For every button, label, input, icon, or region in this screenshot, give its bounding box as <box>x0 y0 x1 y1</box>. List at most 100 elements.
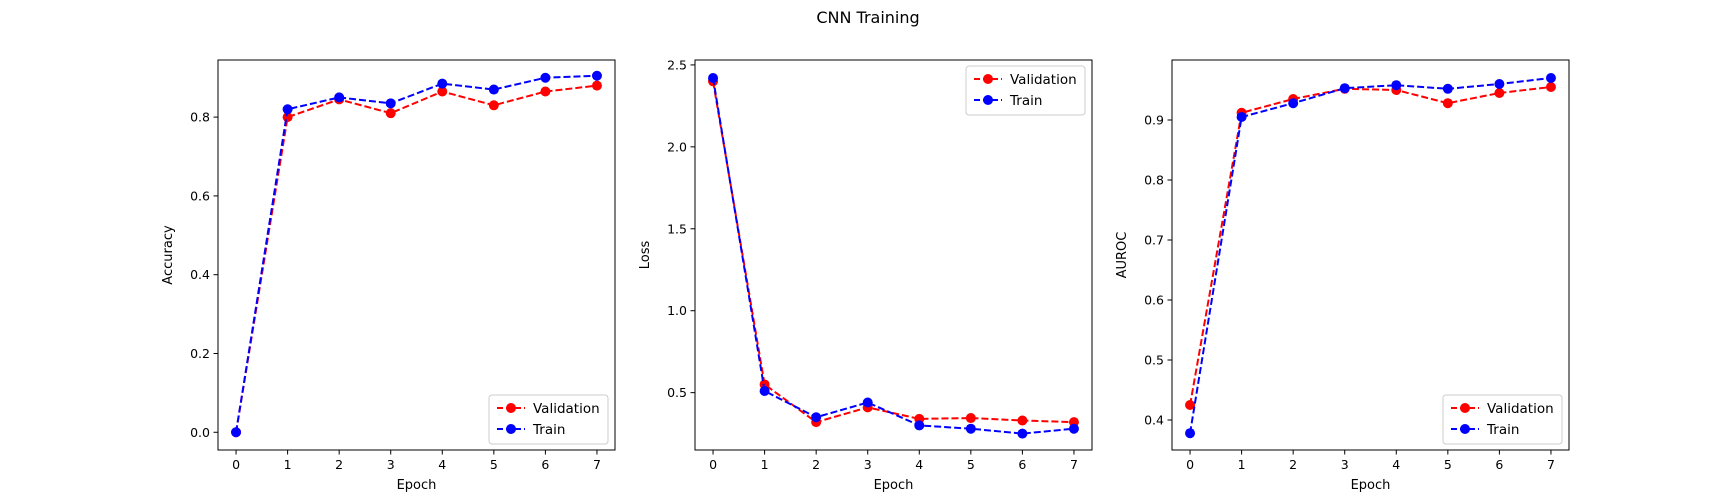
data-point-train <box>334 92 345 103</box>
x-tick-label: 4 <box>1392 457 1400 472</box>
data-point-train <box>1288 98 1299 109</box>
legend: Validation Train <box>965 65 1086 116</box>
data-point-validation <box>385 108 396 119</box>
series-line-validation <box>1189 86 1552 406</box>
legend: Validation Train <box>488 394 609 445</box>
data-point-train <box>282 104 293 115</box>
legend-label-validation: Validation <box>1010 72 1077 88</box>
y-tick-label: 0.8 <box>1144 173 1164 188</box>
data-point-train <box>540 72 551 83</box>
x-tick-label: 7 <box>1070 457 1078 472</box>
data-point-train <box>591 70 602 81</box>
data-point-validation <box>1494 88 1505 98</box>
y-tick-label: 0.9 <box>1144 113 1164 128</box>
y-axis-label: Accuracy <box>161 225 176 285</box>
legend-label-validation: Validation <box>1487 401 1554 417</box>
x-axis-label: Epoch <box>874 478 914 493</box>
x-tick-label: 2 <box>335 457 343 472</box>
series-line-train <box>235 74 597 433</box>
y-tick-label: 0.4 <box>190 267 210 282</box>
y-tick-label: 1.0 <box>667 303 687 318</box>
y-tick-label: 2.5 <box>667 57 687 72</box>
legend-marker-train <box>506 424 516 434</box>
legend: Validation Train <box>1442 394 1563 445</box>
axes-frame <box>694 59 1093 451</box>
y-tick-label: 0.0 <box>190 425 210 440</box>
x-tick-label: 6 <box>1495 457 1503 472</box>
legend-label-train: Train <box>1009 93 1042 109</box>
data-point-train <box>1236 112 1247 122</box>
y-axis-label: Loss <box>638 241 653 270</box>
x-tick-label: 5 <box>967 457 975 472</box>
data-point-train <box>965 423 976 434</box>
data-point-validation <box>965 413 976 424</box>
data-point-train <box>1442 83 1453 94</box>
data-point-train <box>914 420 925 431</box>
data-point-train <box>811 412 822 423</box>
data-point-train <box>437 78 448 89</box>
axes-frame <box>217 59 616 451</box>
data-point-train <box>231 427 242 438</box>
data-point-validation <box>437 86 448 97</box>
x-tick-label: 4 <box>438 457 446 472</box>
data-point-train <box>862 397 873 408</box>
legend-label-validation: Validation <box>533 401 600 417</box>
subplot-1: 0 1 2 3 4 5 6 7 0.0 0.2 0.4 0.6 0.8 Epoch Accuracy Vali… <box>161 59 616 493</box>
y-axis-label: AUROC <box>1115 232 1130 279</box>
data-point-train <box>1017 428 1028 439</box>
x-tick-label: 1 <box>761 457 769 472</box>
series-line-validation <box>712 81 1074 424</box>
legend-label-train: Train <box>532 422 565 438</box>
figure-title: CNN Training <box>816 8 919 27</box>
data-point-validation <box>1442 98 1453 109</box>
data-point-train <box>1068 423 1079 434</box>
x-tick-label: 2 <box>812 457 820 472</box>
data-point-train <box>1339 83 1350 94</box>
subplot-3: 0 1 2 3 4 5 6 7 0.4 0.5 0.6 0.7 0.8 0.9 Epoch AUROC Vali… <box>1115 59 1570 493</box>
data-point-train <box>1545 73 1556 83</box>
x-tick-label: 7 <box>593 457 601 472</box>
axes-frame <box>1171 59 1570 451</box>
x-tick-label: 0 <box>232 457 240 472</box>
data-point-train <box>1391 80 1402 91</box>
x-tick-label: 6 <box>1018 457 1026 472</box>
data-point-validation <box>1545 82 1556 92</box>
subplot-2: 0 1 2 3 4 5 6 7 0.5 1.0 1.5 2.0 2.5 Epoch Loss Validati… <box>638 57 1093 493</box>
data-point-validation <box>591 80 602 91</box>
x-tick-label: 0 <box>1186 457 1194 472</box>
x-tick-label: 5 <box>490 457 498 472</box>
legend-marker-validation <box>1460 403 1470 413</box>
legend-marker-validation <box>506 403 516 413</box>
x-tick-label: 4 <box>915 457 923 472</box>
x-tick-label: 2 <box>1289 457 1297 472</box>
y-tick-label: 0.7 <box>1144 233 1164 248</box>
x-tick-label: 1 <box>1238 457 1246 472</box>
y-tick-label: 0.2 <box>190 346 210 361</box>
y-tick-label: 0.5 <box>667 385 687 400</box>
x-tick-label: 7 <box>1547 457 1555 472</box>
data-point-train <box>759 386 770 397</box>
x-tick-label: 0 <box>709 457 717 472</box>
data-point-train <box>1185 428 1196 439</box>
series-line-validation <box>235 84 598 433</box>
y-tick-label: 0.6 <box>1144 293 1164 308</box>
data-point-validation <box>488 100 499 111</box>
data-point-train <box>385 98 396 109</box>
y-tick-label: 0.6 <box>190 188 210 203</box>
series-line-train <box>1189 77 1552 434</box>
y-tick-label: 0.5 <box>1144 353 1164 368</box>
series-line-train <box>712 77 1075 435</box>
data-point-validation <box>1185 400 1196 410</box>
legend-marker-validation <box>983 74 993 84</box>
x-axis-label: Epoch <box>397 478 437 493</box>
x-axis-label: Epoch <box>1351 478 1391 493</box>
data-point-train <box>1494 79 1505 89</box>
y-tick-label: 0.4 <box>1144 413 1164 428</box>
data-point-train <box>488 84 499 95</box>
y-tick-label: 2.0 <box>667 139 687 154</box>
y-tick-label: 1.5 <box>667 221 687 236</box>
data-point-train <box>708 73 719 84</box>
legend-label-train: Train <box>1486 422 1519 438</box>
